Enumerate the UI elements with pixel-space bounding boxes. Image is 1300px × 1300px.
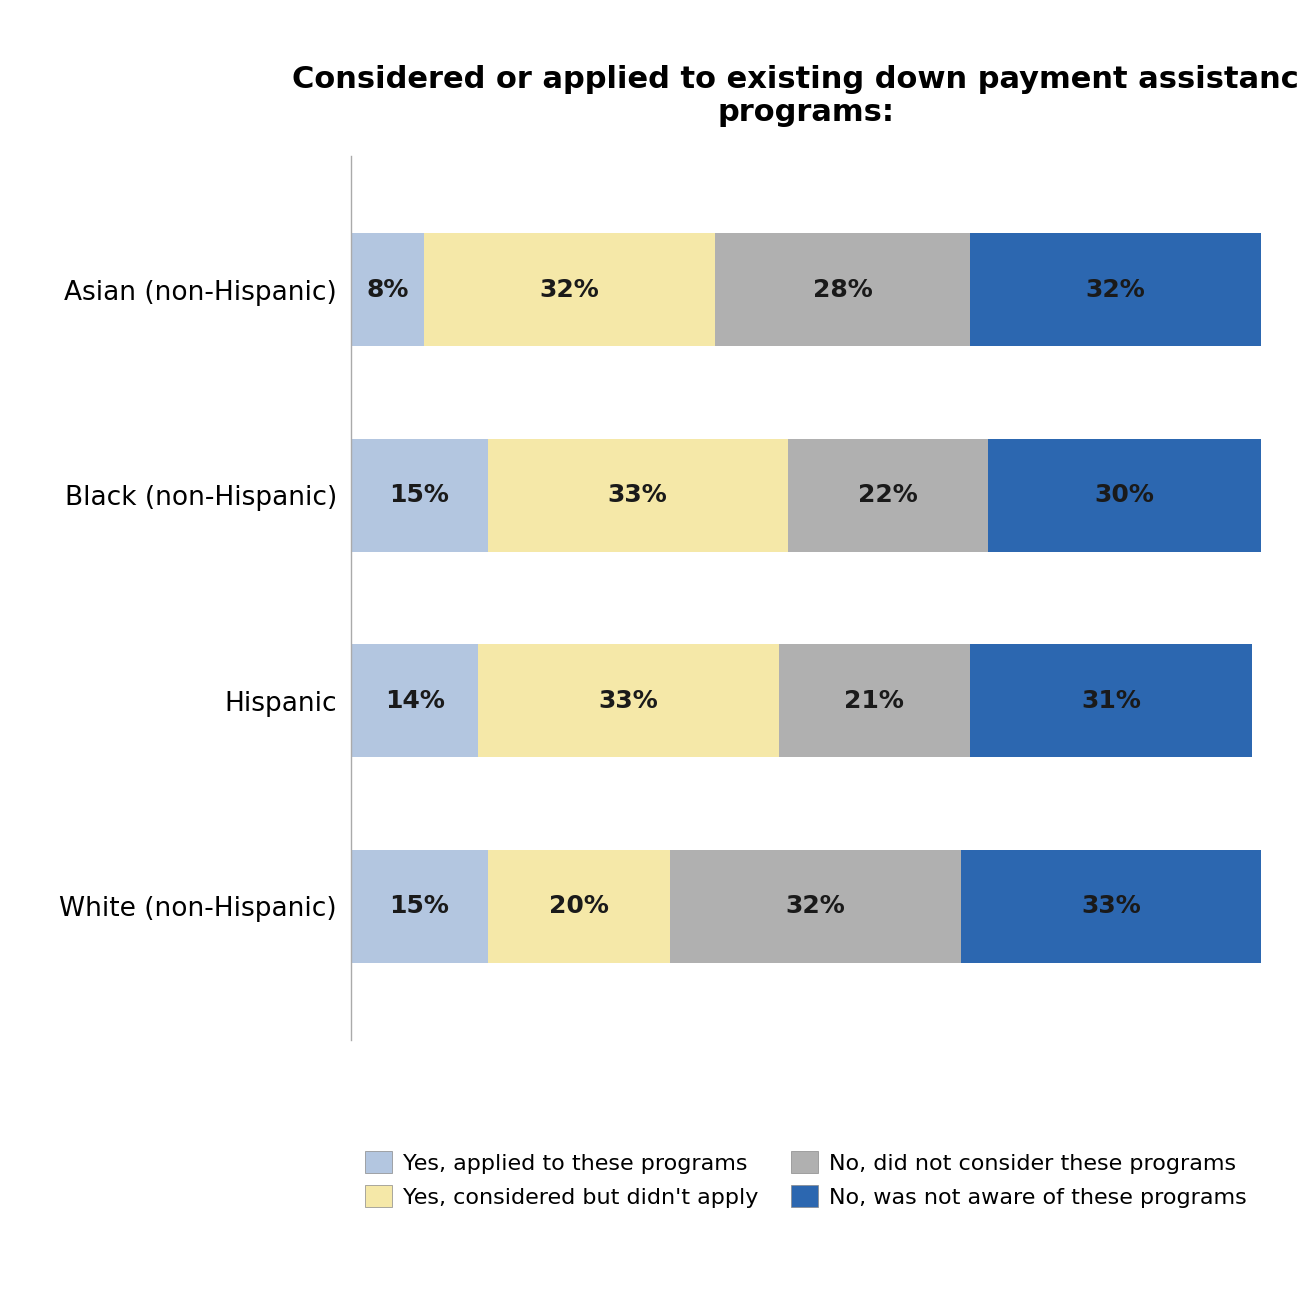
Text: 8%: 8%: [367, 278, 408, 302]
Bar: [970, 233, 1261, 346]
Text: 32%: 32%: [540, 278, 599, 302]
Text: 15%: 15%: [389, 484, 450, 507]
Text: 20%: 20%: [549, 894, 608, 918]
Text: 31%: 31%: [1080, 689, 1141, 712]
Text: 14%: 14%: [385, 689, 445, 712]
Bar: [424, 233, 715, 346]
Bar: [961, 850, 1261, 963]
Text: 15%: 15%: [389, 894, 450, 918]
Bar: [779, 645, 970, 758]
Bar: [970, 645, 1252, 758]
Bar: [478, 645, 779, 758]
Bar: [788, 438, 988, 551]
Text: 33%: 33%: [1082, 894, 1140, 918]
Bar: [488, 438, 788, 551]
Bar: [351, 438, 488, 551]
Bar: [351, 645, 478, 758]
Legend: Yes, applied to these programs, Yes, considered but didn't apply, No, did not co: Yes, applied to these programs, Yes, con…: [354, 1140, 1258, 1218]
Bar: [351, 850, 488, 963]
Text: 33%: 33%: [608, 484, 667, 507]
Text: 33%: 33%: [599, 689, 658, 712]
Bar: [488, 850, 670, 963]
Text: 22%: 22%: [858, 484, 918, 507]
Bar: [715, 233, 970, 346]
Bar: [351, 233, 424, 346]
Text: 28%: 28%: [812, 278, 872, 302]
Title: Considered or applied to existing down payment assistance
programs:: Considered or applied to existing down p…: [292, 65, 1300, 127]
Bar: [988, 438, 1261, 551]
Text: 32%: 32%: [785, 894, 845, 918]
Text: 32%: 32%: [1086, 278, 1145, 302]
Text: 21%: 21%: [844, 689, 905, 712]
Text: 30%: 30%: [1095, 484, 1154, 507]
Bar: [670, 850, 961, 963]
